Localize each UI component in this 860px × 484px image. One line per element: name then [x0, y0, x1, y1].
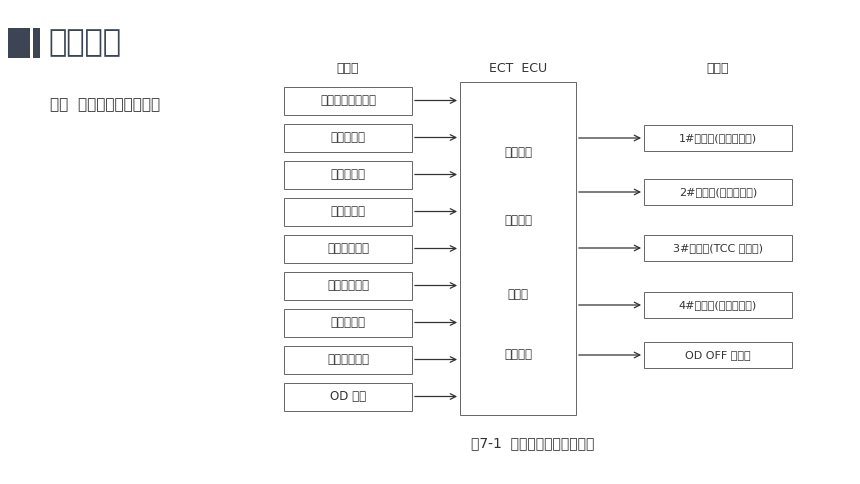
Text: 锁止控制: 锁止控制	[504, 213, 532, 227]
Text: 模式选择开关: 模式选择开关	[327, 353, 369, 366]
Bar	[284, 382, 412, 410]
Text: OD 开关: OD 开关	[330, 390, 366, 403]
Bar	[460, 82, 576, 415]
Text: 图7-1  电子控制系统组成框图: 图7-1 电子控制系统组成框图	[471, 436, 594, 450]
Bar	[284, 346, 412, 374]
Bar	[284, 161, 412, 188]
Text: OD OFF 指示灯: OD OFF 指示灯	[685, 350, 751, 360]
Text: 1#电磁阀(换档电磁阀): 1#电磁阀(换档电磁阀)	[679, 133, 757, 143]
Text: 强制降档开关: 强制降档开关	[327, 279, 369, 292]
Bar	[284, 197, 412, 226]
Text: 车速传感器: 车速传感器	[330, 131, 366, 144]
Bar	[644, 342, 792, 368]
Bar	[644, 179, 792, 205]
Text: 失效保护: 失效保护	[504, 348, 532, 362]
Text: 空档起动开关: 空档起动开关	[327, 242, 369, 255]
Text: 换档控制: 换档控制	[504, 147, 532, 160]
Text: 3#电磁阀(TCC 电磁阀): 3#电磁阀(TCC 电磁阀)	[673, 243, 763, 253]
Bar	[8, 28, 30, 58]
Text: 传感器: 传感器	[337, 61, 359, 75]
Text: 节气门位置传感器: 节气门位置传感器	[320, 94, 376, 107]
Bar	[644, 125, 792, 151]
Text: 油温传感器: 油温传感器	[330, 205, 366, 218]
Text: 执行器: 执行器	[707, 61, 729, 75]
Text: 制动灯开关: 制动灯开关	[330, 316, 366, 329]
Bar	[644, 235, 792, 261]
Text: 水温传感器: 水温传感器	[330, 168, 366, 181]
Bar	[644, 292, 792, 318]
Bar	[284, 87, 412, 115]
Bar	[284, 308, 412, 336]
Text: 一、  电子控制系统的组成: 一、 电子控制系统的组成	[50, 97, 160, 112]
Text: 自诊断: 自诊断	[507, 288, 529, 302]
Text: ECT  ECU: ECT ECU	[489, 61, 547, 75]
Text: 4#电磁阀(油止电磁阀): 4#电磁阀(油止电磁阀)	[679, 300, 757, 310]
Bar	[284, 235, 412, 262]
Text: 2#电磁阀(换档电磁阀): 2#电磁阀(换档电磁阀)	[679, 187, 757, 197]
Bar	[284, 123, 412, 151]
Bar	[284, 272, 412, 300]
Text: 相关知识: 相关知识	[48, 29, 121, 58]
Bar	[33, 28, 40, 58]
